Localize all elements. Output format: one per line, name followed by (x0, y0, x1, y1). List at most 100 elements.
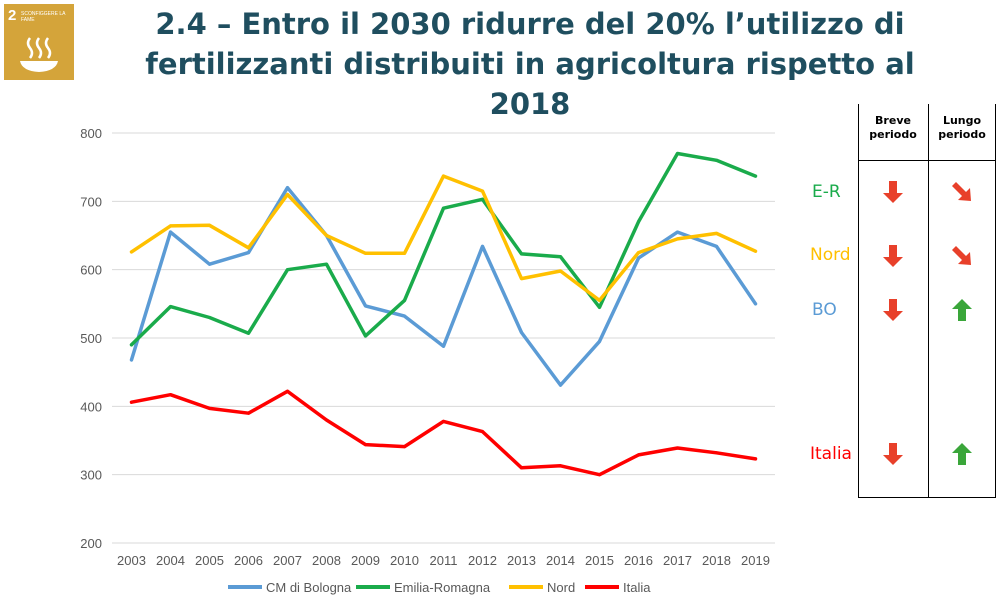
data-point (130, 358, 133, 362)
data-point (169, 230, 172, 234)
data-point (208, 223, 211, 227)
red-down-arrow-icon (880, 441, 906, 472)
data-point (130, 343, 133, 347)
region-label: BO (812, 300, 837, 320)
data-point (715, 244, 718, 248)
data-point (481, 197, 484, 201)
header-long-term-line-1: Lungo (942, 114, 982, 127)
data-point (637, 251, 640, 255)
y-tick-label: 500 (80, 331, 102, 346)
x-tick-label: 2003 (117, 553, 146, 568)
data-point (442, 419, 445, 423)
series-line-0 (129, 185, 758, 387)
series-line-2 (129, 174, 758, 303)
data-point (247, 251, 250, 255)
data-point (715, 231, 718, 235)
red-down-right-arrow-icon (949, 243, 975, 274)
data-point (520, 277, 523, 281)
red-down-arrow-icon (880, 243, 906, 274)
data-point (598, 305, 601, 309)
data-point (403, 298, 406, 302)
x-tick-label: 2019 (741, 553, 770, 568)
data-point (169, 305, 172, 309)
data-point (715, 158, 718, 162)
data-point (286, 186, 289, 190)
data-point (325, 234, 328, 237)
sdg-goal-text: SCONFIGGERE LA FAME (21, 11, 66, 23)
data-point (676, 237, 679, 241)
data-point (364, 304, 367, 308)
x-tick-label: 2006 (234, 553, 263, 568)
data-point (481, 189, 484, 193)
region-label: Nord (810, 245, 851, 265)
green-up-arrow-icon (949, 441, 975, 472)
y-tick-label: 200 (80, 536, 102, 551)
data-point (286, 268, 289, 272)
page-title: 2.4 – Entro il 2030 ridurre del 20% l’ut… (100, 4, 960, 124)
title-line-2: fertilizzanti distribuiti in agricoltura… (145, 47, 915, 121)
header-long-term: Lungo periodo (928, 114, 996, 142)
data-point (403, 445, 406, 449)
data-point (754, 457, 757, 461)
sdg-goal-2-logo: 2 SCONFIGGERE LA FAME (4, 4, 74, 80)
data-point (637, 220, 640, 224)
red-down-arrow-icon (880, 297, 906, 328)
region-label: E-R (812, 182, 841, 202)
x-tick-label: 2017 (663, 553, 692, 568)
data-point (325, 418, 328, 422)
data-point (598, 339, 601, 343)
data-point (598, 473, 601, 477)
data-point (169, 224, 172, 228)
region-label: Italia (810, 444, 852, 464)
x-tick-label: 2007 (273, 553, 302, 568)
data-point (598, 298, 601, 302)
x-tick-label: 2016 (624, 553, 653, 568)
header-short-term: Breve periodo (858, 114, 928, 142)
data-point (676, 446, 679, 450)
trend-table: Breve periodo Lungo periodo (858, 104, 996, 498)
data-point (481, 244, 484, 248)
x-tick-label: 2013 (507, 553, 536, 568)
data-point (169, 393, 172, 397)
legend-entry: CM di Bologna (266, 580, 352, 595)
header-short-term-line-1: Breve (875, 114, 911, 127)
x-tick-label: 2010 (390, 553, 419, 568)
data-point (754, 302, 757, 306)
y-tick-label: 300 (80, 468, 102, 483)
data-point (130, 400, 133, 404)
data-point (520, 252, 523, 256)
y-tick-label: 800 (80, 126, 102, 141)
data-point (247, 246, 250, 250)
data-point (715, 451, 718, 455)
x-tick-label: 2009 (351, 553, 380, 568)
data-point (520, 331, 523, 335)
data-point (520, 466, 523, 470)
y-tick-label: 700 (80, 194, 102, 209)
x-tick-label: 2005 (195, 553, 224, 568)
series-line-1 (129, 151, 758, 347)
data-point (208, 262, 211, 266)
data-point (247, 331, 250, 335)
red-down-arrow-icon (880, 179, 906, 210)
red-down-right-arrow-icon (949, 179, 975, 210)
data-point (481, 430, 484, 434)
x-tick-label: 2015 (585, 553, 614, 568)
x-tick-label: 2012 (468, 553, 497, 568)
y-tick-label: 600 (80, 263, 102, 278)
data-point (208, 406, 211, 410)
data-point (403, 251, 406, 255)
data-point (442, 206, 445, 210)
legend-entry: Italia (623, 580, 651, 595)
data-point (442, 344, 445, 348)
data-point (325, 262, 328, 266)
x-tick-label: 2011 (430, 553, 458, 568)
data-point (559, 383, 562, 387)
data-point (364, 251, 367, 255)
data-point (637, 256, 640, 260)
legend-entry: Emilia-Romagna (394, 580, 491, 595)
data-point (286, 193, 289, 196)
data-point (676, 230, 679, 234)
data-point (286, 389, 289, 393)
x-tick-label: 2014 (546, 553, 575, 568)
